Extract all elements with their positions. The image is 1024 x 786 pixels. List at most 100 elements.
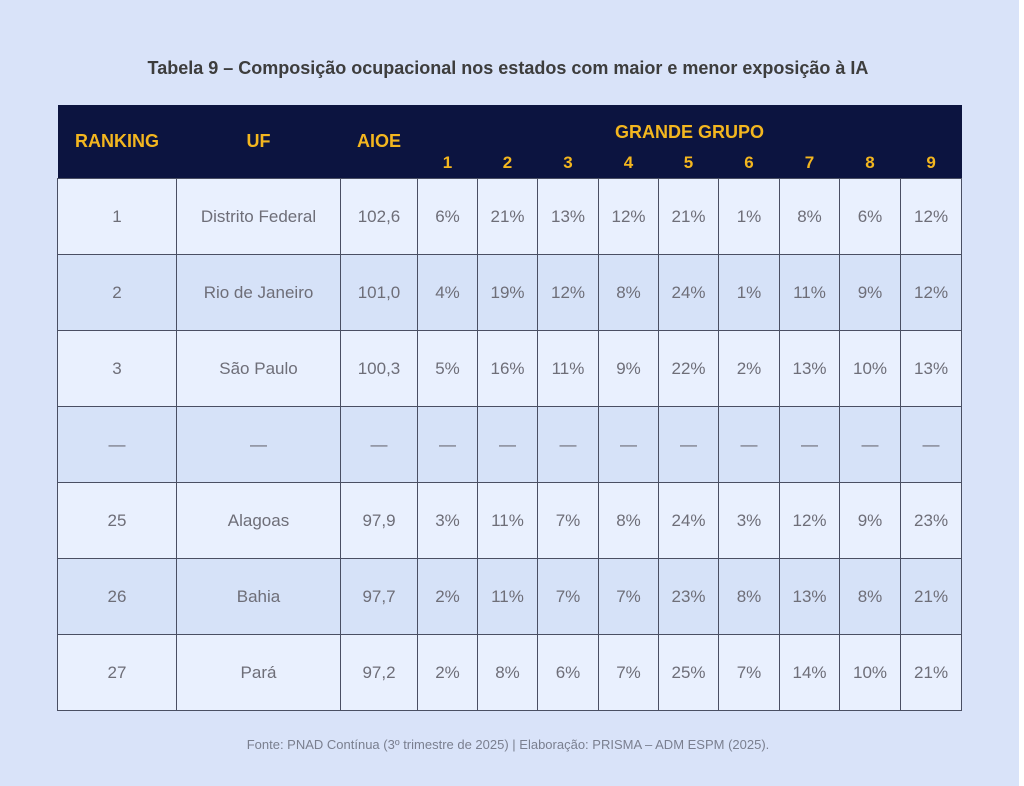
cell-group-9: 13%	[899, 330, 963, 407]
cell-uf: Rio de Janeiro	[176, 254, 341, 331]
cell-group-3: 11%	[537, 330, 599, 407]
cell-group-2: 8%	[477, 634, 538, 711]
header-aioe: AIOE	[340, 105, 418, 179]
table-row: 25 Alagoas 97,9 3% 11% 7% 8% 24% 3% 12% 9% 23%	[57, 482, 963, 559]
cell-group-6: 1%	[718, 178, 780, 255]
cell-uf: Bahia	[176, 558, 341, 635]
cell-uf: Distrito Federal	[176, 178, 341, 255]
cell-uf: São Paulo	[176, 330, 341, 407]
cell-group-9: —	[899, 406, 963, 483]
cell-group-5: —	[658, 406, 719, 483]
table-row: 27 Pará 97,2 2% 8% 6% 7% 25% 7% 14% 10% 21%	[57, 634, 963, 711]
cell-group-8: 9%	[839, 482, 901, 559]
cell-group-1: —	[417, 406, 478, 483]
cell-group-9: 23%	[899, 482, 963, 559]
cell-group-4: —	[598, 406, 659, 483]
cell-group-3: 13%	[537, 178, 599, 255]
cell-aioe: 97,2	[340, 634, 418, 711]
table-row: — — — — — — — — — — — —	[57, 406, 963, 483]
header-group-5: 5	[658, 147, 719, 179]
cell-group-1: 5%	[417, 330, 478, 407]
cell-group-4: 7%	[598, 634, 659, 711]
cell-uf: Alagoas	[176, 482, 341, 559]
header-grande-grupo: GRANDE GRUPO	[417, 105, 962, 147]
cell-group-3: 6%	[537, 634, 599, 711]
table-row: 3 São Paulo 100,3 5% 16% 11% 9% 22% 2% 13% 10% 13%	[57, 330, 963, 407]
cell-ranking: 26	[57, 558, 177, 635]
cell-group-7: 13%	[779, 558, 840, 635]
cell-uf: Pará	[176, 634, 341, 711]
cell-group-9: 21%	[899, 634, 963, 711]
cell-group-7: 14%	[779, 634, 840, 711]
header-ranking: RANKING	[57, 105, 177, 179]
cell-group-5: 24%	[658, 482, 719, 559]
cell-group-3: 7%	[537, 558, 599, 635]
cell-uf: —	[176, 406, 341, 483]
cell-aioe: 97,7	[340, 558, 418, 635]
cell-group-3: 12%	[537, 254, 599, 331]
cell-group-8: 6%	[839, 178, 901, 255]
cell-group-9: 12%	[899, 178, 963, 255]
table-row: 1 Distrito Federal 102,6 6% 21% 13% 12% 21% 1% 8%…	[57, 178, 963, 255]
header-uf: UF	[176, 105, 341, 179]
cell-group-3: 7%	[537, 482, 599, 559]
cell-group-6: 1%	[718, 254, 780, 331]
cell-aioe: 97,9	[340, 482, 418, 559]
cell-ranking: 1	[57, 178, 177, 255]
cell-group-5: 24%	[658, 254, 719, 331]
cell-group-8: 10%	[839, 330, 901, 407]
cell-group-2: 16%	[477, 330, 538, 407]
cell-aioe: 102,6	[340, 178, 418, 255]
cell-group-7: —	[779, 406, 840, 483]
cell-group-8: 9%	[839, 254, 901, 331]
cell-group-9: 12%	[899, 254, 963, 331]
cell-group-6: 2%	[718, 330, 780, 407]
table-body: 1 Distrito Federal 102,6 6% 21% 13% 12% 21% 1% 8%…	[57, 178, 963, 711]
cell-group-8: 10%	[839, 634, 901, 711]
cell-group-7: 12%	[779, 482, 840, 559]
cell-group-7: 11%	[779, 254, 840, 331]
header-row-numbers: 1 2 3 4 5 6 7 8 9	[58, 147, 962, 179]
cell-group-7: 8%	[779, 178, 840, 255]
cell-aioe: —	[340, 406, 418, 483]
cell-ranking: 3	[57, 330, 177, 407]
table-row: 26 Bahia 97,7 2% 11% 7% 7% 23% 8% 13% 8% 21%	[57, 558, 963, 635]
table-row: 2 Rio de Janeiro 101,0 4% 19% 12% 8% 24% 1% 11% 9%…	[57, 254, 963, 331]
header-group-4: 4	[598, 147, 659, 179]
cell-group-3: —	[537, 406, 599, 483]
cell-group-4: 8%	[598, 254, 659, 331]
cell-group-2: 11%	[477, 558, 538, 635]
cell-group-1: 4%	[417, 254, 478, 331]
page-edge	[1019, 0, 1024, 786]
cell-group-2: 11%	[477, 482, 538, 559]
cell-group-1: 3%	[417, 482, 478, 559]
cell-group-5: 23%	[658, 558, 719, 635]
header-group-7: 7	[779, 147, 840, 179]
header-group-9: 9	[900, 147, 962, 179]
cell-group-6: —	[718, 406, 780, 483]
cell-group-2: 21%	[477, 178, 538, 255]
header-group-1: 1	[417, 147, 478, 179]
cell-group-6: 7%	[718, 634, 780, 711]
cell-group-2: —	[477, 406, 538, 483]
cell-group-5: 21%	[658, 178, 719, 255]
cell-group-2: 19%	[477, 254, 538, 331]
cell-group-5: 22%	[658, 330, 719, 407]
cell-group-6: 8%	[718, 558, 780, 635]
header-group-2: 2	[477, 147, 538, 179]
table-title: Tabela 9 – Composição ocupacional nos es…	[147, 58, 869, 78]
cell-ranking: 27	[57, 634, 177, 711]
cell-group-4: 7%	[598, 558, 659, 635]
cell-group-9: 21%	[899, 558, 963, 635]
cell-ranking: 2	[57, 254, 177, 331]
header-group-8: 8	[839, 147, 901, 179]
cell-group-8: 8%	[839, 558, 901, 635]
cell-group-8: —	[839, 406, 901, 483]
cell-group-4: 12%	[598, 178, 659, 255]
source-note: Fonte: PNAD Contínua (3º trimestre de 20…	[246, 737, 770, 752]
cell-group-1: 2%	[417, 558, 478, 635]
cell-group-1: 2%	[417, 634, 478, 711]
header-group-3: 3	[537, 147, 599, 179]
header-group-6: 6	[718, 147, 780, 179]
cell-ranking: 25	[57, 482, 177, 559]
